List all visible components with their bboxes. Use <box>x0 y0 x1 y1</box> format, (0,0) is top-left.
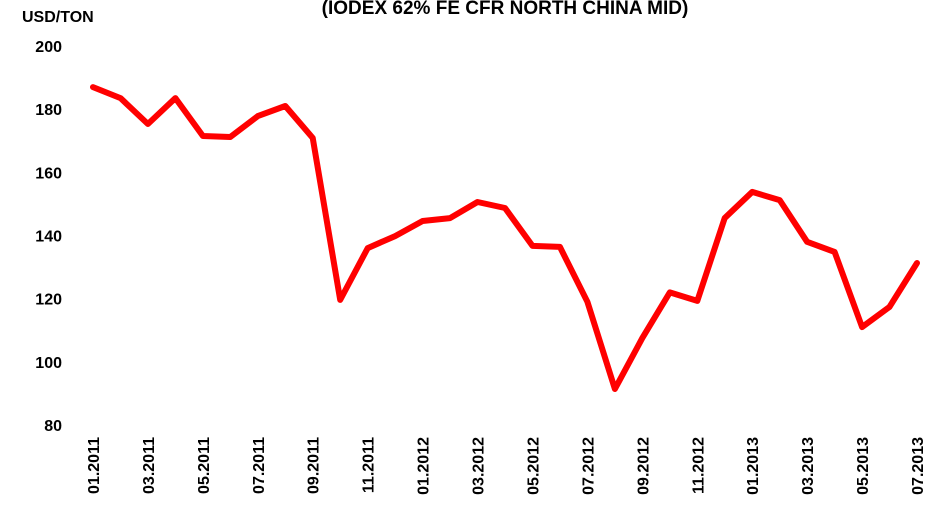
x-tick-label: 01.2013 <box>745 437 762 495</box>
x-tick-label: 05.2011 <box>196 437 213 494</box>
chart-title: (IODEX 62% FE CFR NORTH CHINA MID) <box>322 0 689 19</box>
x-tick-label: 07.2011 <box>251 437 268 494</box>
y-tick-label: 180 <box>35 102 62 119</box>
x-tick-label: 03.2012 <box>471 437 488 495</box>
x-tick-label: 09.2011 <box>306 437 323 494</box>
x-tick-label: 03.2013 <box>800 437 817 495</box>
y-tick-label: 140 <box>35 229 62 246</box>
x-tick-label: 05.2013 <box>855 437 872 495</box>
x-tick-label: 11.2012 <box>690 437 707 494</box>
y-tick-label: 80 <box>44 418 62 435</box>
x-tick-label: 01.2012 <box>416 437 433 495</box>
y-tick-label: 160 <box>35 165 62 182</box>
x-tick-label: 01.2011 <box>86 437 103 494</box>
y-axis-label: USD/TON <box>22 9 94 26</box>
x-tick-label: 07.2012 <box>580 437 597 495</box>
y-tick-label: 100 <box>35 355 62 372</box>
y-tick-label: 200 <box>35 39 62 56</box>
y-tick-label: 120 <box>35 292 62 309</box>
x-tick-label: 05.2012 <box>525 437 542 495</box>
x-tick-label: 03.2011 <box>141 437 158 494</box>
x-tick-label: 09.2012 <box>635 437 652 495</box>
x-tick-label: 07.2013 <box>910 437 927 495</box>
x-tick-label: 11.2011 <box>361 437 378 493</box>
line-series <box>90 84 920 392</box>
